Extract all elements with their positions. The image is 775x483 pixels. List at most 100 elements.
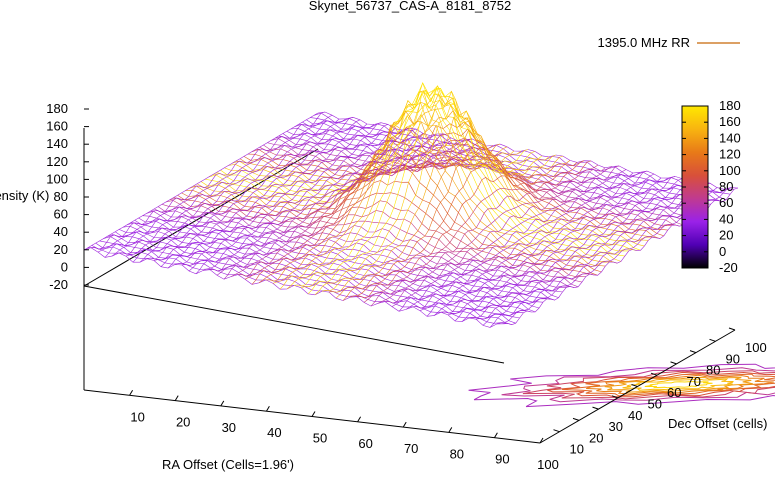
y-tick-mark — [572, 417, 580, 421]
x-tick-mark — [220, 400, 225, 407]
mesh-col-19 — [216, 137, 452, 276]
x-tick-mark — [493, 432, 498, 438]
legend: 1395.0 MHz RR — [598, 35, 740, 50]
surface-mesh — [83, 82, 739, 328]
contour-line-95 — [547, 371, 775, 398]
x-tick-mark — [265, 405, 270, 412]
mesh-col-54 — [461, 183, 697, 322]
mesh-col-38 — [349, 160, 585, 298]
mesh-col-27 — [272, 110, 508, 284]
mesh-col-39 — [356, 160, 592, 299]
y-tick-label: 10 — [570, 442, 584, 457]
mesh-col-21 — [230, 139, 466, 277]
colorbar-tick-label: -20 — [719, 260, 738, 275]
mesh-col-3 — [104, 118, 340, 258]
mesh-col-49 — [426, 177, 662, 317]
y-tick-mark — [709, 338, 716, 342]
y-tick-label: 20 — [589, 430, 603, 445]
mesh-col-8 — [139, 124, 375, 263]
x-tick-mark — [539, 437, 544, 444]
y-tick-mark — [670, 361, 677, 365]
x-tick-label: 40 — [267, 425, 281, 440]
colorbar-gradient — [681, 105, 709, 269]
mesh-col-12 — [167, 129, 403, 269]
mesh-col-51 — [440, 176, 676, 314]
mesh-col-52 — [447, 178, 683, 316]
contour-line-155 — [622, 378, 734, 391]
z-tick-label: 120 — [46, 154, 68, 169]
colorbar-tick-label: 80 — [719, 179, 733, 194]
z-tick-label: 160 — [46, 119, 68, 134]
x-tick-label: 20 — [176, 415, 190, 430]
axes — [83, 128, 736, 444]
y-tick-mark — [650, 372, 658, 376]
y-tick-label: 30 — [609, 419, 623, 434]
floor-edge-0 — [83, 285, 505, 364]
mesh-col-30 — [293, 82, 529, 287]
mesh-col-28 — [279, 101, 515, 290]
y-tick-mark — [689, 350, 697, 354]
mesh-col-1 — [90, 111, 326, 250]
mesh-row-8 — [115, 231, 536, 313]
contour-projection — [468, 363, 775, 408]
colorbar-tick-label: 100 — [719, 163, 741, 178]
x-tick-label: 90 — [495, 452, 509, 467]
x-tick-label: 50 — [313, 431, 327, 446]
colorbar-tick-label: 180 — [719, 98, 741, 113]
mesh-col-2 — [97, 114, 333, 253]
colorbar-tick-label: 20 — [719, 228, 733, 243]
colorbar-tick-label: 120 — [719, 147, 741, 162]
colorbar-tick-label: 0 — [719, 244, 726, 259]
mesh-col-53 — [454, 182, 690, 322]
x-tick-label: 10 — [130, 409, 144, 424]
z-tick-label: 140 — [46, 136, 68, 151]
mesh-col-14 — [181, 128, 417, 266]
y-tick-label: 60 — [667, 385, 681, 400]
chart-title: Skynet_56737_CAS-A_8181_8752 — [309, 0, 511, 13]
contour-line-80 — [522, 370, 775, 400]
y-tick-label: 90 — [726, 351, 740, 366]
mesh-col-31 — [300, 85, 536, 288]
mesh-col-40 — [363, 164, 599, 303]
colorbar-tick-label: 140 — [719, 130, 741, 145]
mesh-row-54 — [294, 124, 715, 205]
x-tick-mark — [402, 421, 407, 428]
mesh-col-55 — [468, 181, 704, 319]
mesh-col-46 — [405, 172, 641, 310]
y-tick-label: 40 — [628, 408, 642, 423]
y-tick-mark — [631, 384, 638, 387]
floor-edge-1 — [83, 148, 319, 287]
contour-line-125 — [586, 374, 774, 395]
mesh-col-22 — [237, 138, 473, 277]
y-tick-mark — [611, 395, 619, 399]
y-tick-mark — [728, 327, 736, 331]
mesh-row-37 — [228, 93, 649, 243]
mesh-col-20 — [223, 140, 459, 280]
mesh-col-43 — [384, 165, 620, 304]
colorbar-tick-label: 60 — [719, 195, 733, 210]
colorbar-tick-label: 160 — [719, 114, 741, 129]
mesh-col-5 — [118, 117, 354, 255]
mesh-col-57 — [482, 187, 718, 326]
y-axis-ticks: 10 20 30 40 50 60 70 80 90 100 — [553, 327, 767, 457]
mesh-col-7 — [132, 123, 368, 263]
x-tick-label: 70 — [404, 441, 418, 456]
z-tick-label: 80 — [54, 189, 68, 204]
mesh-col-29 — [286, 90, 522, 290]
contour-line-140 — [604, 376, 753, 393]
mesh-row-53 — [290, 127, 711, 206]
z-axis-ticks: 180 160 140 120 100 80 60 40 20 0 -20 — [46, 101, 89, 292]
z-tick-label: 40 — [54, 224, 68, 239]
y-tick-mark — [553, 429, 560, 433]
mesh-col-35 — [328, 116, 564, 293]
mesh-col-16 — [195, 135, 431, 275]
mesh-col-6 — [125, 119, 361, 257]
z-tick-label: 100 — [46, 171, 68, 186]
mesh-col-10 — [153, 124, 389, 261]
z-axis-label: Intensity (K) — [0, 188, 49, 203]
contour-line-170 — [644, 381, 713, 389]
x-tick-label: 80 — [450, 446, 464, 461]
mesh-col-44 — [391, 169, 627, 307]
mesh-row-34 — [216, 88, 637, 251]
mesh-col-13 — [174, 128, 410, 265]
